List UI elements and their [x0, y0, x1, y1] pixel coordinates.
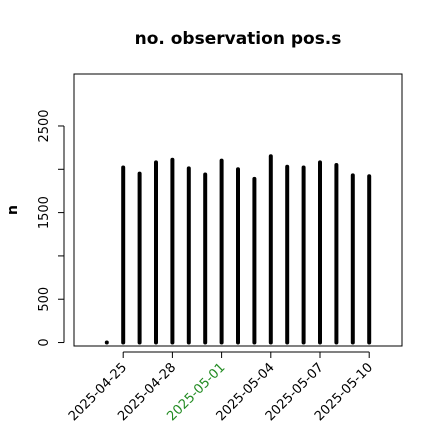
bars [104, 154, 372, 345]
y-axis: 0 500 1500 2500 [37, 109, 65, 347]
y-tick-label: 1500 [37, 196, 52, 229]
y-axis-label: n [5, 205, 21, 215]
y-tick-label: 2500 [37, 109, 52, 142]
plot-frame [73, 73, 403, 347]
y-tick-label: 500 [37, 287, 52, 312]
chart-title: no. observation pos.s [135, 29, 342, 49]
y-tick-label: 0 [37, 338, 52, 346]
x-axis: 2025-04-252025-04-282025-05-012025-05-04… [66, 351, 376, 424]
